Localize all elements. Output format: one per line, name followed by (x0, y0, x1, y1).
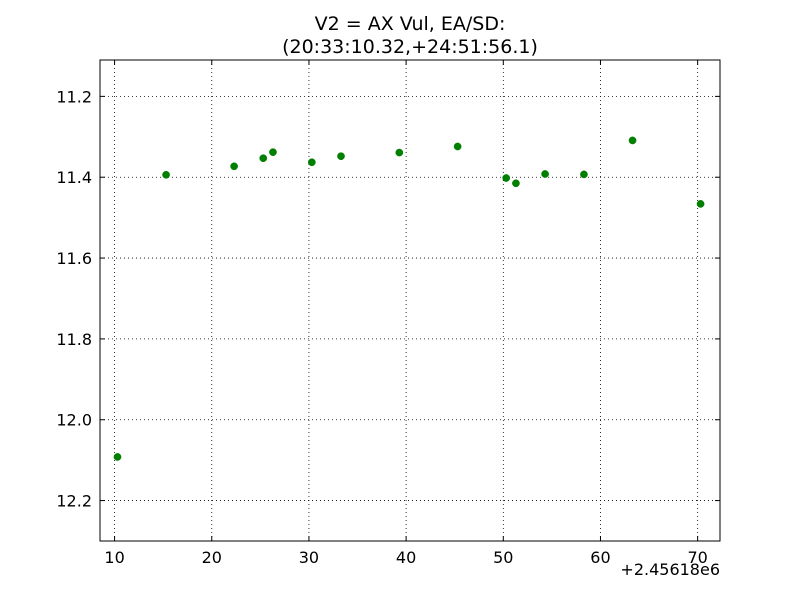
x-tick-label: 60 (590, 548, 610, 567)
grid-lines (100, 60, 720, 541)
x-tick-label: 10 (104, 548, 124, 567)
x-tick-label: 70 (687, 548, 707, 567)
data-point (269, 148, 277, 157)
x-tick-label: 20 (202, 548, 222, 567)
data-point (113, 453, 122, 461)
chart-title-line-1: V2 = AX Vul, EA/SD: (315, 13, 506, 35)
data-point (541, 170, 549, 178)
x-axis-offset-label: +2.45618e6 (620, 560, 720, 579)
data-point (307, 158, 316, 167)
y-tick-label: 11.2 (56, 87, 92, 106)
data-point (512, 179, 520, 188)
x-tick-label: 40 (396, 548, 416, 567)
y-tick-label: 11.8 (56, 330, 92, 349)
data-point (502, 174, 511, 182)
y-tick-label: 12.0 (56, 411, 92, 430)
data-point (230, 162, 238, 171)
y-tick-label: 11.6 (56, 249, 92, 268)
tick-labels: 10 20 30 40 50 60 70 11.2 11.4 11.6 11.8 12.0 12.2 (56, 87, 707, 567)
data-point (337, 152, 345, 161)
data-point (628, 136, 637, 145)
y-tick-label: 11.4 (56, 168, 92, 187)
data-point (162, 170, 170, 179)
data-point (259, 154, 268, 163)
x-tick-label: 30 (299, 548, 319, 567)
data-point (453, 142, 462, 151)
x-tick-label: 50 (493, 548, 513, 567)
chart-title-line-2: (20:33:10.32,+24:51:56.1) (282, 36, 538, 58)
data-point (580, 170, 588, 179)
plot-area-frame (99, 59, 721, 542)
data-point (395, 148, 404, 157)
axis-ticks (100, 60, 720, 541)
y-tick-label: 12.2 (56, 492, 92, 511)
data-point (696, 200, 705, 208)
data-points (113, 136, 705, 461)
